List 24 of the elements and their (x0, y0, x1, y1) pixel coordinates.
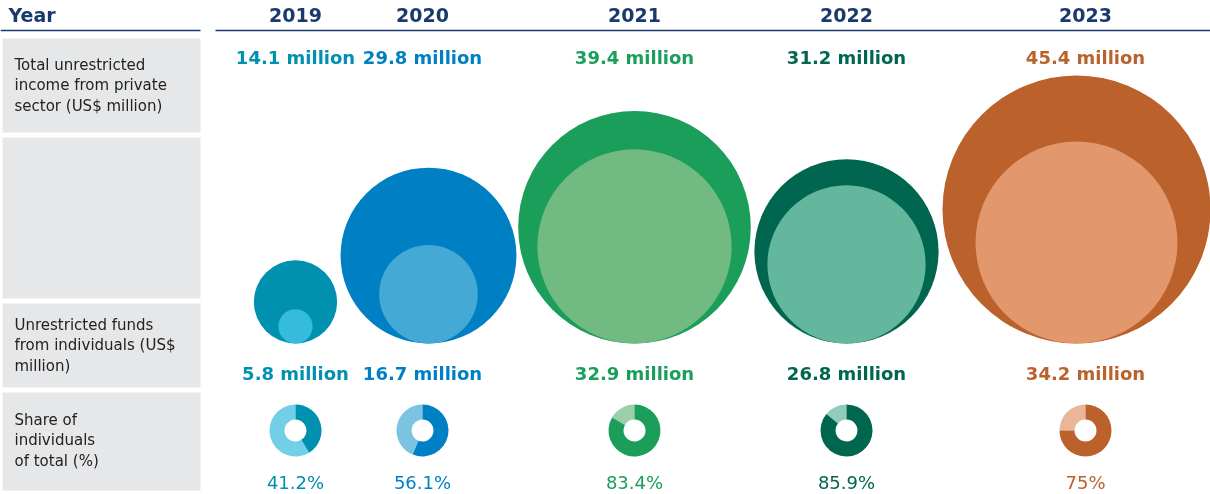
data-label: 32.9 million (574, 363, 695, 384)
data-label: 29.8 million (362, 47, 483, 68)
data-label: 34.2 million (1025, 363, 1146, 384)
data-label: 56.1% (393, 472, 452, 493)
data-label: 5.8 million (242, 363, 349, 384)
text: Total unrestricted income from private sector (US$ million) (13, 55, 167, 116)
text: Share of individuals of total (%) (14, 410, 99, 471)
category-label: 2019 (269, 3, 322, 26)
data-label: 26.8 million (786, 363, 907, 384)
data-label: 16.7 million (362, 363, 483, 384)
data-label: 31.2 million (786, 47, 907, 68)
category-label: 2022 (820, 3, 873, 26)
category-label: 2023 (1059, 3, 1112, 26)
data-label: 14.1 million (235, 47, 356, 68)
category-label: 2020 (396, 3, 449, 26)
data-label: 41.2% (266, 472, 325, 493)
text: Unrestricted funds from individuals (US$ million) (14, 315, 176, 376)
data-label: 39.4 million (574, 47, 695, 68)
category-label: 2021 (608, 3, 661, 26)
data-label: 75% (1065, 472, 1106, 493)
data-label: 85.9% (817, 472, 876, 493)
text: Year (7, 3, 57, 26)
data-label: 45.4 million (1025, 47, 1146, 68)
data-label: 83.4% (605, 472, 664, 493)
